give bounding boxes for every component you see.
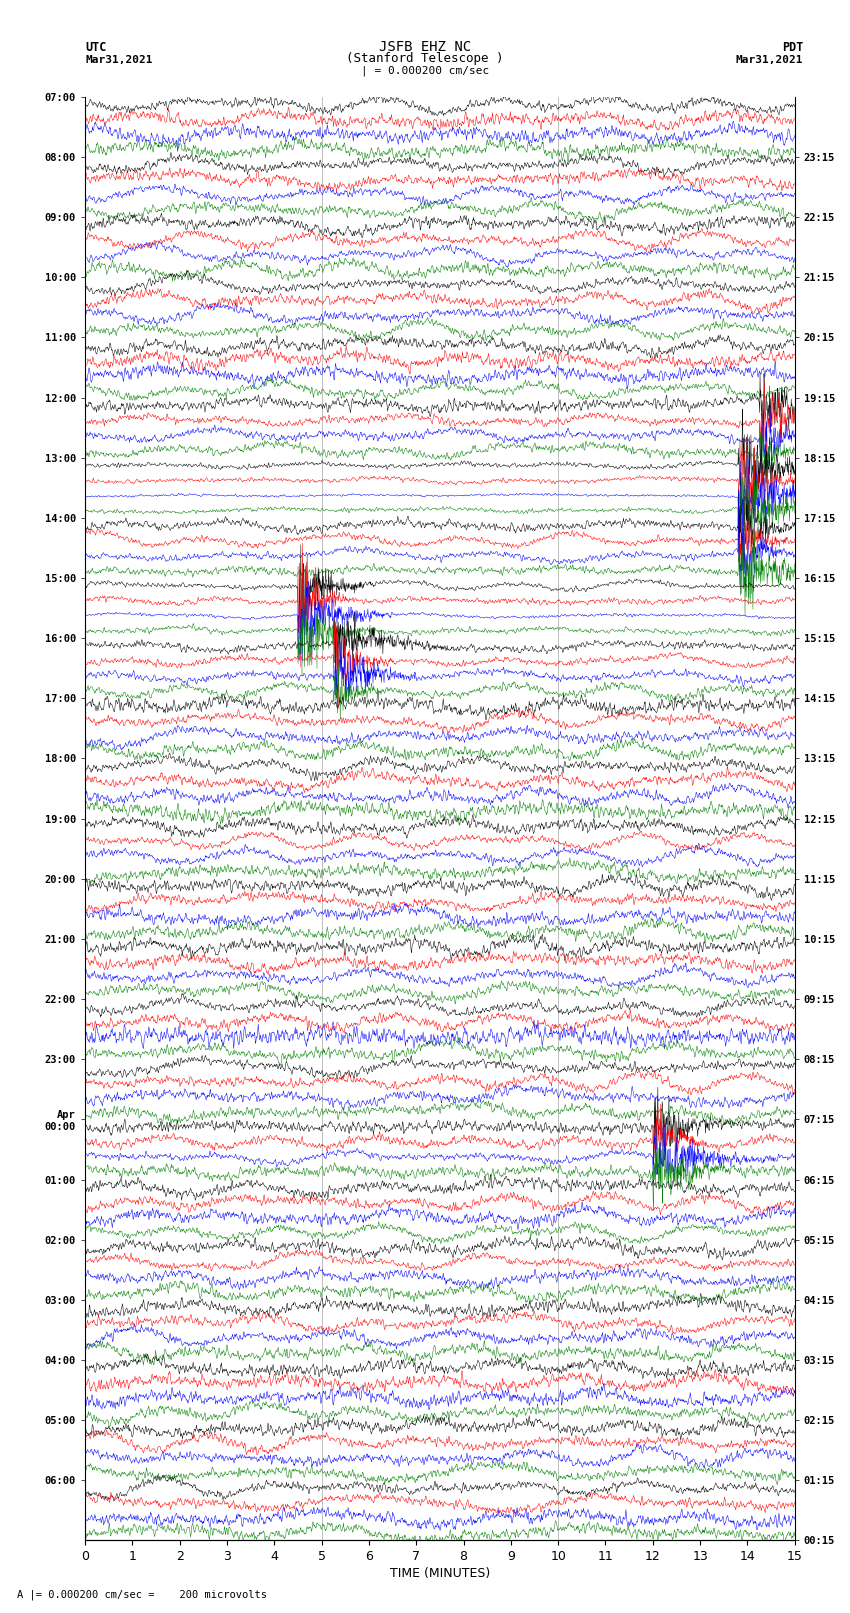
Text: UTC: UTC [85,40,106,53]
Text: Mar31,2021: Mar31,2021 [736,55,803,65]
X-axis label: TIME (MINUTES): TIME (MINUTES) [390,1568,490,1581]
Text: Mar31,2021: Mar31,2021 [85,55,152,65]
Text: JSFB EHZ NC: JSFB EHZ NC [379,40,471,53]
Text: (Stanford Telescope ): (Stanford Telescope ) [346,52,504,65]
Text: A |= 0.000200 cm/sec =    200 microvolts: A |= 0.000200 cm/sec = 200 microvolts [17,1589,267,1600]
Text: | = 0.000200 cm/sec: | = 0.000200 cm/sec [361,65,489,76]
Text: PDT: PDT [782,40,803,53]
